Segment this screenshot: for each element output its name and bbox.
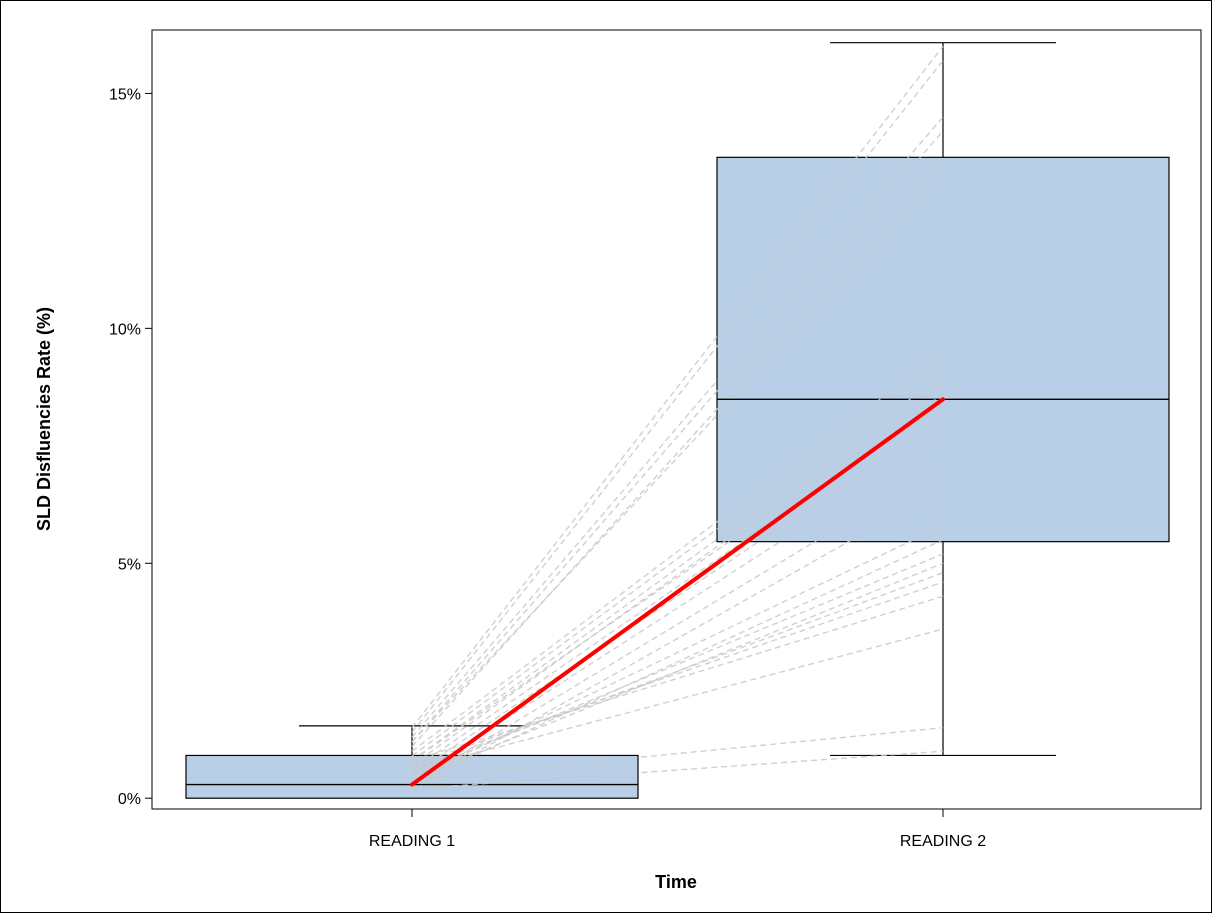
y-tick-label: 0% (118, 791, 141, 808)
individual-line-4 (411, 130, 944, 743)
individual-line-20 (411, 562, 944, 781)
x-tick-label: READING 2 (900, 833, 986, 850)
individual-line-19 (411, 553, 944, 776)
x-axis-title: Time (655, 872, 697, 892)
x-tick-label: READING 1 (369, 833, 455, 850)
individual-line-13 (411, 417, 944, 776)
individual-line-11 (411, 393, 944, 762)
individual-line-5 (411, 158, 944, 747)
individual-line-21 (411, 572, 944, 771)
individual-line-24 (411, 628, 944, 771)
individual-line-8 (411, 360, 944, 757)
individual-line-10 (411, 384, 944, 766)
individual-line-7 (411, 351, 944, 752)
individual-line-17 (411, 525, 944, 781)
individual-line-15 (411, 464, 944, 785)
y-tick-label: 10% (109, 321, 141, 338)
reading-1-box (185, 754, 639, 799)
individual-line-2 (411, 60, 944, 733)
individual-line-22 (411, 581, 944, 766)
individual-line-12 (411, 402, 944, 771)
individual-line-16 (411, 487, 944, 790)
individual-line-18 (411, 539, 944, 785)
individual-line-1 (411, 46, 944, 729)
mean-trend-line (410, 397, 945, 787)
y-tick-label: 5% (118, 556, 141, 573)
individual-line-3 (411, 116, 944, 738)
individual-line-26 (411, 750, 944, 790)
reading-2-box (716, 156, 1170, 543)
individual-line-23 (411, 595, 944, 762)
y-axis-title: SLD Disfluencies Rate (%) (34, 307, 54, 531)
y-tick-label: 15% (109, 86, 141, 103)
individual-line-25 (411, 727, 944, 781)
